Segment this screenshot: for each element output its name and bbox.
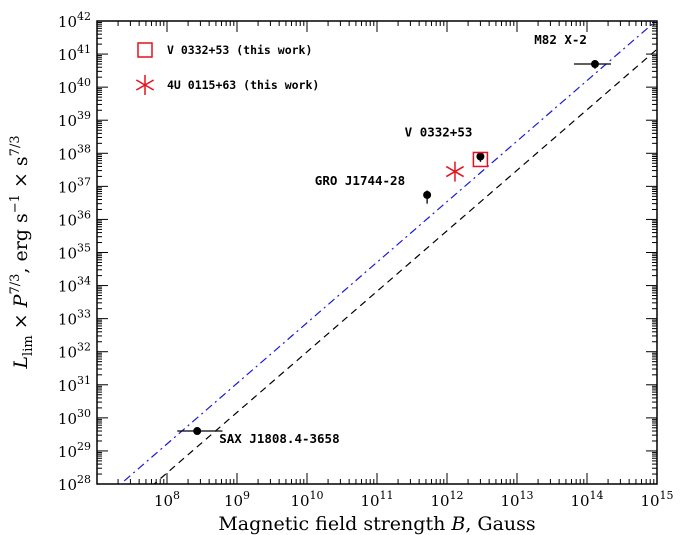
svg-text:Llim × P7/3, erg s−1 × s7/3: Llim × P7/3, erg s−1 × s7/3 bbox=[8, 135, 36, 369]
dash-dot-fit-line bbox=[119, 21, 657, 484]
y-tick-label: 1031 bbox=[58, 374, 91, 395]
point-label: SAX J1808.4-3658 bbox=[219, 431, 339, 446]
x-tick-label: 1012 bbox=[430, 489, 463, 510]
legend-square-marker bbox=[137, 42, 153, 58]
y-tick-label: 1036 bbox=[58, 208, 91, 229]
y-tick-label: 1034 bbox=[58, 275, 91, 296]
point-label: M82 X-2 bbox=[534, 32, 587, 47]
y-tick-label: 1033 bbox=[58, 308, 91, 329]
asterisk-stroke bbox=[445, 165, 465, 178]
y-tick-label: 1041 bbox=[58, 43, 91, 64]
y-tick-label: 1037 bbox=[58, 175, 91, 196]
data-point: M82 X-2 bbox=[534, 32, 611, 69]
point-marker bbox=[476, 152, 485, 161]
y-tick-label: 1029 bbox=[58, 440, 91, 461]
point-label: V 0332+53 bbox=[405, 124, 473, 139]
y-axis-title: Llim × P7/3, erg s−1 × s7/3 bbox=[8, 135, 36, 369]
x-tick-label: 108 bbox=[154, 489, 180, 510]
x-tick-label: 1010 bbox=[290, 489, 323, 510]
y-tick-label: 1030 bbox=[58, 407, 91, 428]
legend-entry: 4U 0115+63 (this work) bbox=[135, 75, 319, 95]
y-tick-label: 1038 bbox=[58, 142, 91, 163]
data-points: SAX J1808.4-3658 GRO J1744-28 V 0332+53 M82… bbox=[177, 32, 611, 446]
legend: V 0332+53 (this work) 4U 0115+63 (this wo… bbox=[135, 42, 319, 95]
point-marker bbox=[423, 190, 432, 199]
point-marker bbox=[590, 60, 599, 69]
asterisk-stroke bbox=[135, 79, 155, 91]
this-work-square-marker bbox=[472, 151, 489, 168]
y-tick-label: 1028 bbox=[58, 473, 91, 494]
x-tick-label: 109 bbox=[224, 489, 250, 510]
x-tick-label: 1011 bbox=[360, 489, 393, 510]
x-tick-label: 1014 bbox=[570, 489, 603, 510]
legend-entry: V 0332+53 (this work) bbox=[137, 42, 312, 58]
axis-ticks: 108 109 1010 1011 1012 1013 1014 1015 1028 1029 10… bbox=[58, 10, 674, 510]
y-tick-label: 1032 bbox=[58, 341, 91, 362]
dashed-fit-line bbox=[153, 48, 657, 484]
x-axis-title: Magnetic field strength B, Gauss bbox=[218, 513, 535, 535]
y-tick-label: 1040 bbox=[58, 76, 91, 97]
data-point: GRO J1744-28 bbox=[315, 173, 432, 204]
this-work-asterisk-marker bbox=[445, 161, 465, 182]
y-tick-label: 1042 bbox=[58, 10, 91, 31]
point-label: GRO J1744-28 bbox=[315, 173, 405, 188]
fit-lines bbox=[119, 21, 657, 484]
legend-asterisk-marker bbox=[135, 75, 155, 95]
y-tick-label: 1035 bbox=[58, 242, 91, 263]
point-marker bbox=[193, 427, 202, 436]
legend-label: V 0332+53 (this work) bbox=[167, 43, 312, 57]
y-tick-label: 1039 bbox=[58, 109, 91, 130]
data-point: V 0332+53 bbox=[405, 124, 485, 162]
data-point: SAX J1808.4-3658 bbox=[177, 427, 340, 446]
x-tick-label: 1015 bbox=[640, 489, 673, 510]
x-tick-label: 1013 bbox=[500, 489, 533, 510]
legend-label: 4U 0115+63 (this work) bbox=[167, 78, 319, 92]
